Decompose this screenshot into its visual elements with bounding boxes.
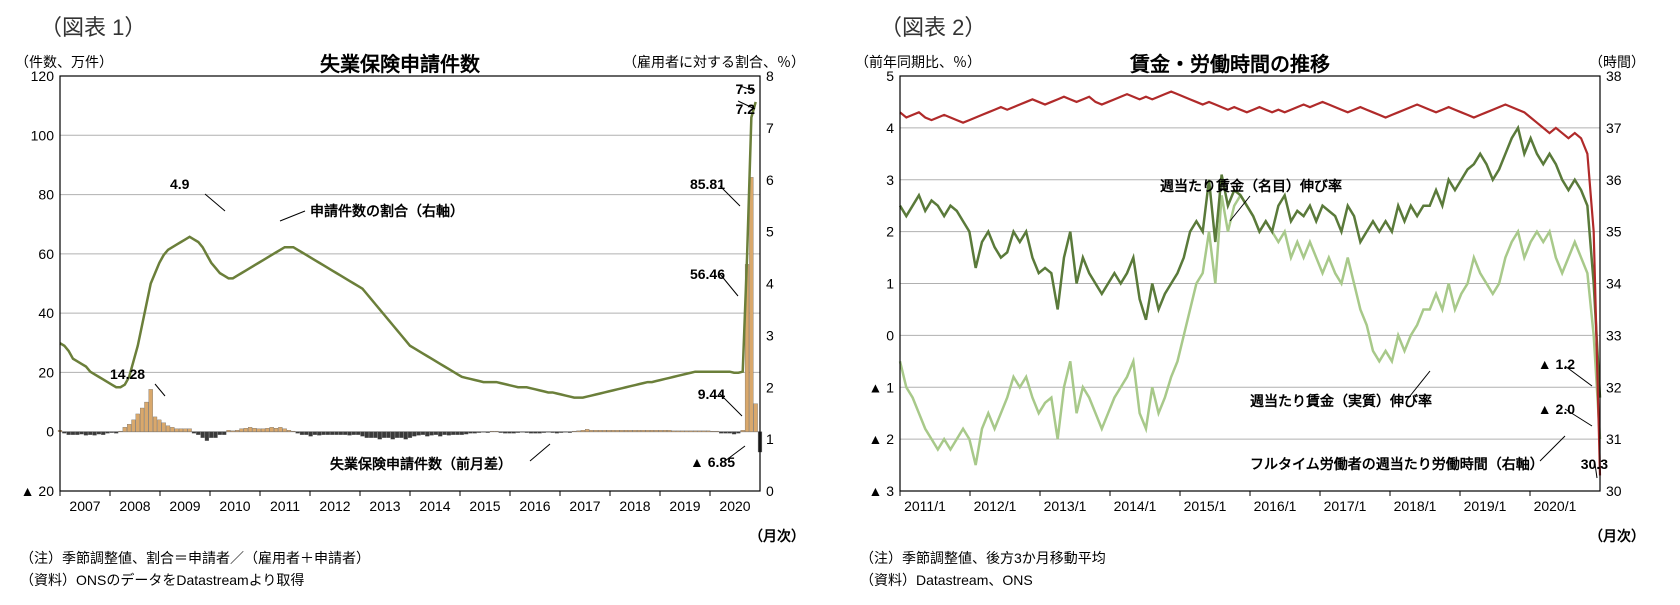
panel-1: （図表 1） 失業保険申請件数 （件数、万件） （雇用者に対する割合、％） ▲ … — [10, 10, 810, 590]
svg-text:2020: 2020 — [719, 498, 750, 514]
annot-72: 7.2 — [736, 101, 755, 117]
svg-text:2018: 2018 — [619, 498, 650, 514]
chart-1-monthly: （月次） — [749, 526, 805, 546]
annot-1428: 14.28 — [110, 366, 145, 382]
svg-text:2011/1: 2011/1 — [904, 498, 946, 514]
svg-text:6: 6 — [766, 172, 774, 188]
svg-text:34: 34 — [1606, 276, 1622, 292]
annot-49: 4.9 — [170, 176, 189, 192]
annot-ratio-label: 申請件数の割合（右軸） — [310, 201, 464, 221]
svg-text:1: 1 — [766, 431, 774, 447]
svg-text:33: 33 — [1606, 327, 1622, 343]
panel-2: （図表 2） 賃金・労働時間の推移 （前年同期比、％） （時間） ▲ 3 ▲ 2 ▲… — [850, 10, 1650, 590]
svg-text:5: 5 — [766, 224, 774, 240]
svg-text:2011: 2011 — [270, 498, 300, 514]
svg-text:0: 0 — [886, 327, 894, 343]
chart-1-note2: （資料）ONSのデータをDatastreamより取得 — [20, 570, 810, 590]
svg-text:32: 32 — [1606, 379, 1622, 395]
panel-1-label: （図表 1） — [40, 10, 810, 42]
svg-text:▲ 1: ▲ 1 — [868, 379, 894, 395]
chart-2-title: 賃金・労働時間の推移 — [1130, 48, 1330, 77]
chart-1-y2-label: （雇用者に対する割合、％） — [623, 52, 805, 72]
panel-2-label: （図表 2） — [880, 10, 1650, 42]
svg-text:▲ 20: ▲ 20 — [21, 483, 55, 499]
svg-text:2018/1: 2018/1 — [1394, 498, 1437, 514]
svg-text:36: 36 — [1606, 172, 1622, 188]
svg-text:2016: 2016 — [519, 498, 550, 514]
svg-text:37: 37 — [1606, 120, 1622, 136]
svg-text:1: 1 — [886, 276, 894, 292]
svg-text:2: 2 — [766, 379, 774, 395]
svg-text:30: 30 — [1606, 483, 1622, 499]
svg-text:60: 60 — [38, 246, 54, 262]
svg-text:4: 4 — [886, 120, 894, 136]
chart-1-area: 失業保険申請件数 （件数、万件） （雇用者に対する割合、％） ▲ 2002040… — [10, 46, 810, 546]
svg-text:2012/1: 2012/1 — [974, 498, 1017, 514]
annot-303: 30.3 — [1581, 456, 1608, 472]
svg-text:2014: 2014 — [419, 498, 450, 514]
svg-text:2009: 2009 — [169, 498, 200, 514]
chart-2-note1: （注）季節調整値、後方3か月移動平均 — [860, 548, 1650, 568]
svg-text:40: 40 — [38, 305, 54, 321]
svg-text:2007: 2007 — [69, 498, 100, 514]
chart-2-y1-label: （前年同期比、％） — [855, 52, 981, 72]
svg-text:2019/1: 2019/1 — [1464, 498, 1507, 514]
svg-text:2020/1: 2020/1 — [1534, 498, 1577, 514]
svg-text:3: 3 — [886, 172, 894, 188]
svg-text:2016/1: 2016/1 — [1254, 498, 1297, 514]
annot-75: 7.5 — [736, 81, 755, 97]
annot-neg685: ▲ 6.85 — [690, 454, 735, 470]
chart-2-note2: （資料）Datastream、ONS — [860, 570, 1650, 590]
svg-text:2015/1: 2015/1 — [1184, 498, 1227, 514]
svg-text:2013: 2013 — [369, 498, 400, 514]
chart-1-title: 失業保険申請件数 — [320, 48, 480, 77]
annot-neg20: ▲ 2.0 — [1538, 401, 1575, 417]
svg-text:0: 0 — [46, 424, 54, 440]
chart-1-note1: （注）季節調整値、割合＝申請者／（雇用者＋申請者） — [20, 548, 810, 568]
svg-text:▲ 3: ▲ 3 — [868, 483, 894, 499]
annot-neg12: ▲ 1.2 — [1538, 356, 1575, 372]
chart-2-monthly: （月次） — [1589, 526, 1645, 546]
annot-5646: 56.46 — [690, 266, 725, 282]
annot-hours-label: フルタイム労働者の週当たり労働時間（右軸） — [1250, 454, 1544, 474]
svg-text:31: 31 — [1606, 431, 1622, 447]
svg-text:2013/1: 2013/1 — [1044, 498, 1087, 514]
svg-text:2008: 2008 — [119, 498, 150, 514]
annot-nominal-label: 週当たり賃金（名目）伸び率 — [1160, 176, 1342, 196]
svg-text:35: 35 — [1606, 224, 1622, 240]
annot-944: 9.44 — [698, 386, 725, 402]
svg-text:0: 0 — [766, 483, 774, 499]
chart-1-y1-label: （件数、万件） — [15, 52, 113, 72]
svg-text:2: 2 — [886, 224, 894, 240]
svg-text:2012: 2012 — [319, 498, 350, 514]
annot-8581: 85.81 — [690, 176, 725, 192]
svg-text:100: 100 — [31, 127, 55, 143]
svg-text:2017: 2017 — [569, 498, 600, 514]
svg-text:2014/1: 2014/1 — [1114, 498, 1157, 514]
annot-bars-label: 失業保険申請件数（前月差） — [330, 454, 512, 474]
svg-text:7: 7 — [766, 120, 774, 136]
svg-text:2017/1: 2017/1 — [1324, 498, 1367, 514]
svg-text:3: 3 — [766, 327, 774, 343]
svg-text:2010: 2010 — [219, 498, 250, 514]
annot-real-label: 週当たり賃金（実質）伸び率 — [1250, 391, 1432, 411]
chart-2-area: 賃金・労働時間の推移 （前年同期比、％） （時間） ▲ 3▲ 2▲ 101234… — [850, 46, 1650, 546]
charts-container: （図表 1） 失業保険申請件数 （件数、万件） （雇用者に対する割合、％） ▲ … — [10, 10, 1670, 590]
chart-2-y2-label: （時間） — [1589, 52, 1645, 72]
svg-text:2019: 2019 — [669, 498, 700, 514]
svg-text:20: 20 — [38, 364, 54, 380]
svg-text:2015: 2015 — [469, 498, 500, 514]
svg-text:4: 4 — [766, 276, 774, 292]
svg-text:80: 80 — [38, 187, 54, 203]
svg-text:▲ 2: ▲ 2 — [868, 431, 894, 447]
